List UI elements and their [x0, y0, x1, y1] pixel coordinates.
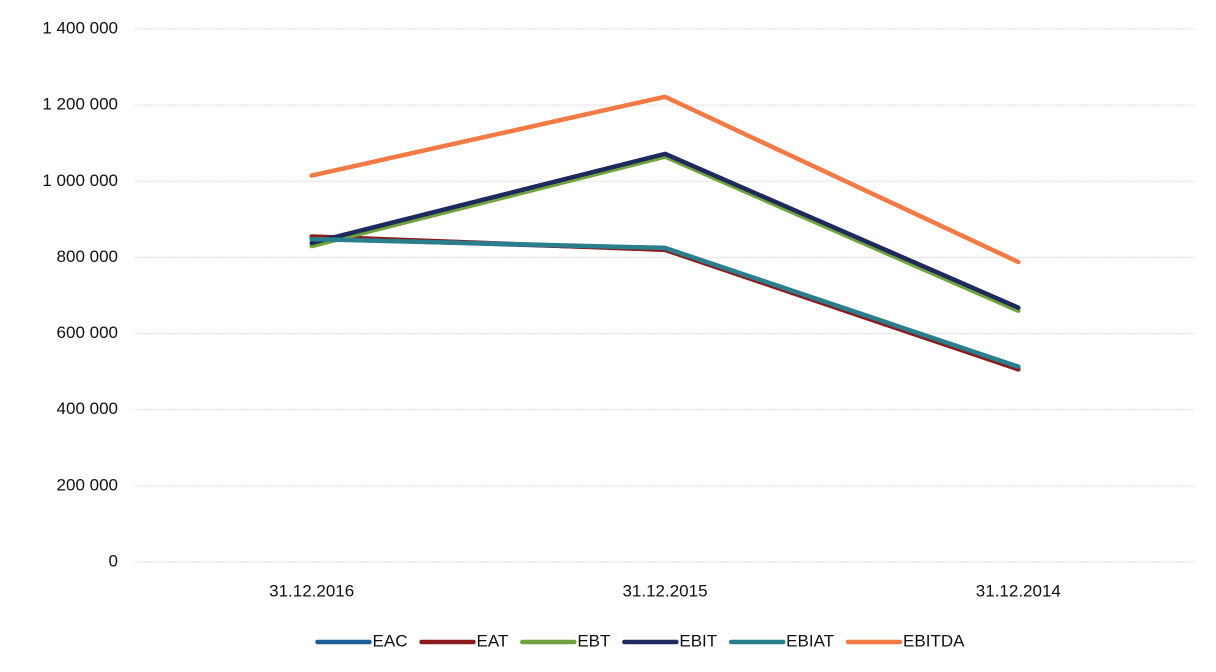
legend-label: EBT: [577, 631, 610, 650]
series-line: [309, 94, 1021, 265]
y-tick-label: 1 200 000: [42, 95, 118, 114]
series-line: [309, 236, 1021, 369]
x-tick-label: 31.12.2015: [622, 581, 707, 600]
legend-label: EBITDA: [903, 631, 965, 650]
x-tick-label: 31.12.2014: [976, 581, 1061, 600]
series-line: [309, 154, 1021, 313]
legend-label: EBIT: [679, 631, 717, 650]
y-tick-label: 600 000: [57, 323, 118, 342]
y-tick-label: 1 000 000: [42, 171, 118, 190]
series-line: [309, 234, 1021, 372]
x-tick-label: 31.12.2016: [269, 581, 354, 600]
legend-label: EAC: [373, 631, 408, 650]
legend-label: EBIAT: [786, 631, 834, 650]
series-line: [309, 151, 1021, 310]
y-tick-label: 800 000: [57, 247, 118, 266]
y-tick-label: 200 000: [57, 475, 118, 494]
y-tick-label: 400 000: [57, 399, 118, 418]
y-tick-label: 0: [109, 551, 118, 570]
y-tick-label: 1 400 000: [42, 18, 118, 37]
legend-label: EAT: [477, 631, 509, 650]
